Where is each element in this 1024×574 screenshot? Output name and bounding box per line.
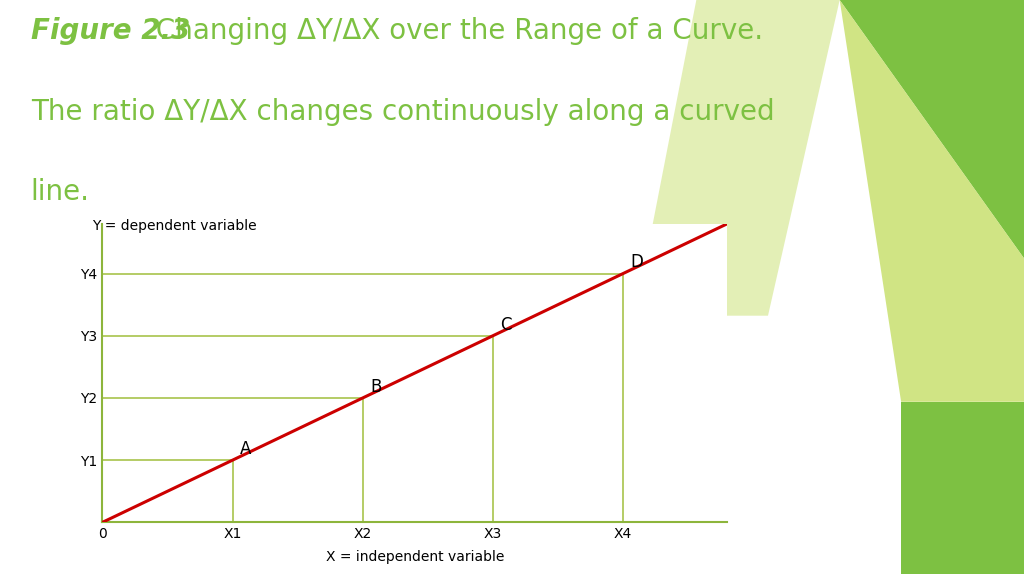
Text: Changing ΔY/ΔX over the Range of a Curve.: Changing ΔY/ΔX over the Range of a Curve… [147,17,764,45]
X-axis label: X = independent variable: X = independent variable [326,549,504,564]
Text: line.: line. [31,178,90,206]
Polygon shape [635,0,840,316]
Text: The ratio ΔY/ΔX changes continuously along a curved: The ratio ΔY/ΔX changes continuously alo… [31,98,774,126]
Polygon shape [737,0,1024,258]
Text: Figure 2.3: Figure 2.3 [31,17,190,45]
Polygon shape [901,402,1024,574]
Text: A: A [241,440,252,458]
Text: D: D [631,253,644,272]
Text: Y = dependent variable: Y = dependent variable [92,219,257,233]
Polygon shape [840,0,1024,402]
Text: C: C [501,316,512,333]
Text: B: B [371,378,382,395]
